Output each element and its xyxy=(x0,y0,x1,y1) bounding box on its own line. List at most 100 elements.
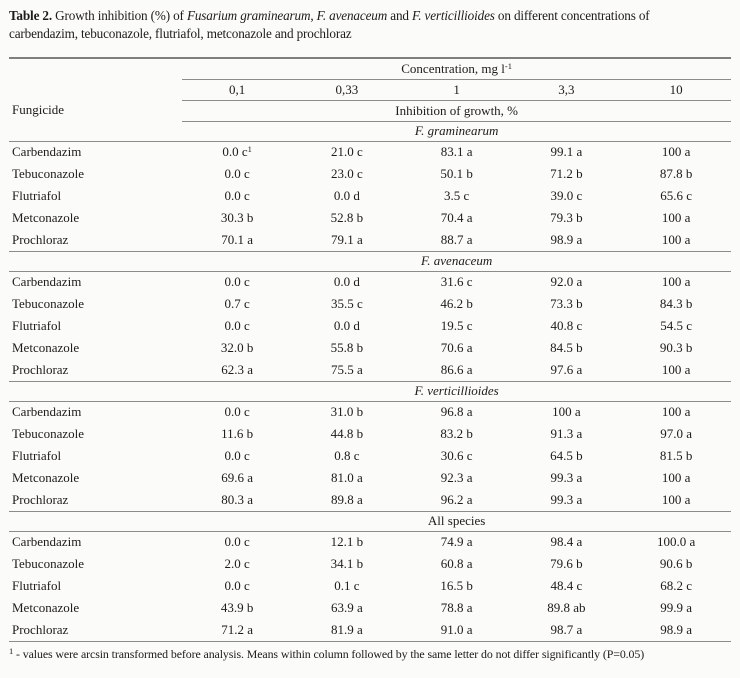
data-cell: 0.0 d xyxy=(333,188,360,203)
table-row: Flutriafol 0.0 c 0.0 d 19.5 c 40.8 c 54.… xyxy=(9,315,731,337)
data-cell: 0.0 d xyxy=(333,318,360,333)
data-cell: 30.3 b xyxy=(220,210,254,225)
table-row: Prochloraz 71.2 a 81.9 a 91.0 a 98.7 a 9… xyxy=(9,619,731,642)
data-cell: 0.0 c xyxy=(224,534,250,550)
data-cell: 0.0 c xyxy=(224,578,250,593)
table-row: Carbendazim 0.0 c 31.0 b 96.8 a 100 a 10… xyxy=(9,401,731,423)
data-cell: 99.3 a xyxy=(550,470,583,485)
data-cell: 84.5 b xyxy=(550,340,583,355)
data-cell: 90.6 b xyxy=(659,556,693,571)
data-cell: 96.2 a xyxy=(401,489,512,512)
data-cell: 78.8 a xyxy=(440,600,473,615)
data-cell: 23.0 c xyxy=(330,166,363,181)
table-row: Flutriafol 0.0 c 0.8 c 30.6 c 64.5 b 81.… xyxy=(9,445,731,467)
table-row: Tebuconazole 2.0 c 34.1 b 60.8 a 79.6 b … xyxy=(9,553,731,575)
data-cell: 0.0 c xyxy=(224,318,250,333)
data-cell: 98.7 a xyxy=(511,619,622,642)
section-header-f-avenaceum: F. avenaceum xyxy=(9,251,731,272)
table-row: Prochloraz 70.1 a 79.1 a 88.7 a 98.9 a 1… xyxy=(9,229,731,252)
data-cell: 30.6 c xyxy=(440,448,473,463)
data-cell: 70.6 a xyxy=(440,340,473,355)
data-cell: 84.3 b xyxy=(659,296,693,311)
data-cell: 88.7 a xyxy=(401,229,512,252)
data-cell: 70.4 a xyxy=(440,210,473,225)
header-row-concentration: Fungicide Concentration, mg l-1 xyxy=(9,58,731,117)
data-cell: 100.0 a xyxy=(656,534,696,550)
table-row: Metconazole 69.6 a 81.0 a 92.3 a 99.3 a … xyxy=(9,467,731,489)
data-cell: 35.5 c xyxy=(330,296,363,311)
column-header-conc-1: 1 xyxy=(401,79,512,101)
data-cell: 39.0 c xyxy=(550,188,583,203)
footnote: 1 - values were arcsin transformed befor… xyxy=(9,646,731,662)
caption-separator: , xyxy=(310,8,317,23)
caption-text-intro: Growth inhibition (%) of xyxy=(52,8,187,23)
data-cell: 86.6 a xyxy=(401,359,512,382)
data-cell: 31.0 b xyxy=(330,404,364,420)
data-cell: 0.8 c xyxy=(334,448,360,463)
data-cell: 89.8 a xyxy=(292,489,402,512)
fungicide-cell: Carbendazim xyxy=(12,404,82,420)
caption-separator: and xyxy=(387,8,412,23)
concentration-unit-exponent: -1 xyxy=(504,60,512,71)
species-name-fusarium-graminearum: Fusarium graminearum xyxy=(186,8,311,23)
table-row: Tebuconazole 0.0 c 23.0 c 50.1 b 71.2 b … xyxy=(9,163,731,185)
fungicide-cell: Tebuconazole xyxy=(12,556,84,571)
species-name-f-avenaceum: F. avenaceum xyxy=(316,8,388,23)
data-cell: 65.6 c xyxy=(660,188,692,203)
data-cell: 70.1 a xyxy=(182,229,292,252)
data-cell: 68.2 c xyxy=(660,578,692,593)
data-cell: 83.2 b xyxy=(440,426,473,441)
table-row: Prochloraz 80.3 a 89.8 a 96.2 a 99.3 a 1… xyxy=(9,489,731,512)
column-header-fungicide: Fungicide xyxy=(12,102,64,117)
data-cell: 0.0 c1 xyxy=(182,141,292,163)
data-cell: 0.0 c xyxy=(224,188,250,203)
species-label: F. avenaceum xyxy=(421,253,493,268)
data-cell: 99.1 a xyxy=(550,144,583,160)
table-row: Carbendazim 0.0 c 0.0 d 31.6 c 92.0 a 10… xyxy=(9,271,731,293)
concentration-unit-label: Concentration, mg l xyxy=(401,60,505,76)
table-row: Flutriafol 0.0 c 0.1 c 16.5 b 48.4 c 68.… xyxy=(9,575,731,597)
data-cell: 92.3 a xyxy=(440,470,473,485)
data-cell: 44.8 b xyxy=(330,426,364,441)
data-cell: 79.1 a xyxy=(292,229,402,252)
cell-value: 0.0 c xyxy=(222,144,248,160)
fungicide-cell: Tebuconazole xyxy=(12,296,84,311)
fungicide-cell: Metconazole xyxy=(12,210,80,225)
data-cell: 2.0 c xyxy=(224,556,250,571)
column-header-inhibition: Inhibition of growth, % xyxy=(182,100,731,122)
section-header-row: F. verticillioides xyxy=(9,381,731,402)
footnote-reference-marker: 1 xyxy=(247,144,252,155)
species-label: All species xyxy=(427,513,486,528)
data-cell: 91.0 a xyxy=(401,619,512,642)
data-cell: 12.1 b xyxy=(330,534,364,550)
data-cell: 74.9 a xyxy=(440,534,473,550)
fungicide-cell: Carbendazim xyxy=(12,534,82,550)
data-cell: 0.7 c xyxy=(224,296,250,311)
data-cell: 32.0 b xyxy=(220,340,254,355)
data-cell: 75.5 a xyxy=(292,359,402,382)
table-caption: Table 2. Growth inhibition (%) of Fusari… xyxy=(9,7,731,42)
section-header-row: F. graminearum xyxy=(9,121,731,142)
table-row: Metconazole 30.3 b 52.8 b 70.4 a 79.3 b … xyxy=(9,207,731,229)
data-cell: 55.8 b xyxy=(330,340,364,355)
data-cell: 100 a xyxy=(661,144,691,160)
section-header-all-species: All species xyxy=(9,511,731,532)
data-cell: 80.3 a xyxy=(182,489,292,512)
column-header-concentration: Concentration, mg l-1 xyxy=(182,58,731,80)
fungicide-cell: Carbendazim xyxy=(12,144,82,160)
fungicide-cell: Carbendazim xyxy=(12,274,82,290)
data-cell: 0.1 c xyxy=(334,578,360,593)
data-cell: 90.3 b xyxy=(659,340,693,355)
data-cell: 16.5 b xyxy=(440,578,473,593)
data-cell: 71.2 b xyxy=(550,166,583,181)
data-cell: 0.0 c xyxy=(224,448,250,463)
data-cell: 0.0 c xyxy=(224,166,250,181)
data-cell: 0.0 c xyxy=(224,404,250,420)
data-cell: 92.0 a xyxy=(550,274,583,290)
fungicide-cell: Tebuconazole xyxy=(12,166,84,181)
data-cell: 100 a xyxy=(661,470,691,485)
table-row: Metconazole 43.9 b 63.9 a 78.8 a 89.8 ab… xyxy=(9,597,731,619)
data-cell: 64.5 b xyxy=(550,448,583,463)
data-cell: 87.8 b xyxy=(659,166,693,181)
